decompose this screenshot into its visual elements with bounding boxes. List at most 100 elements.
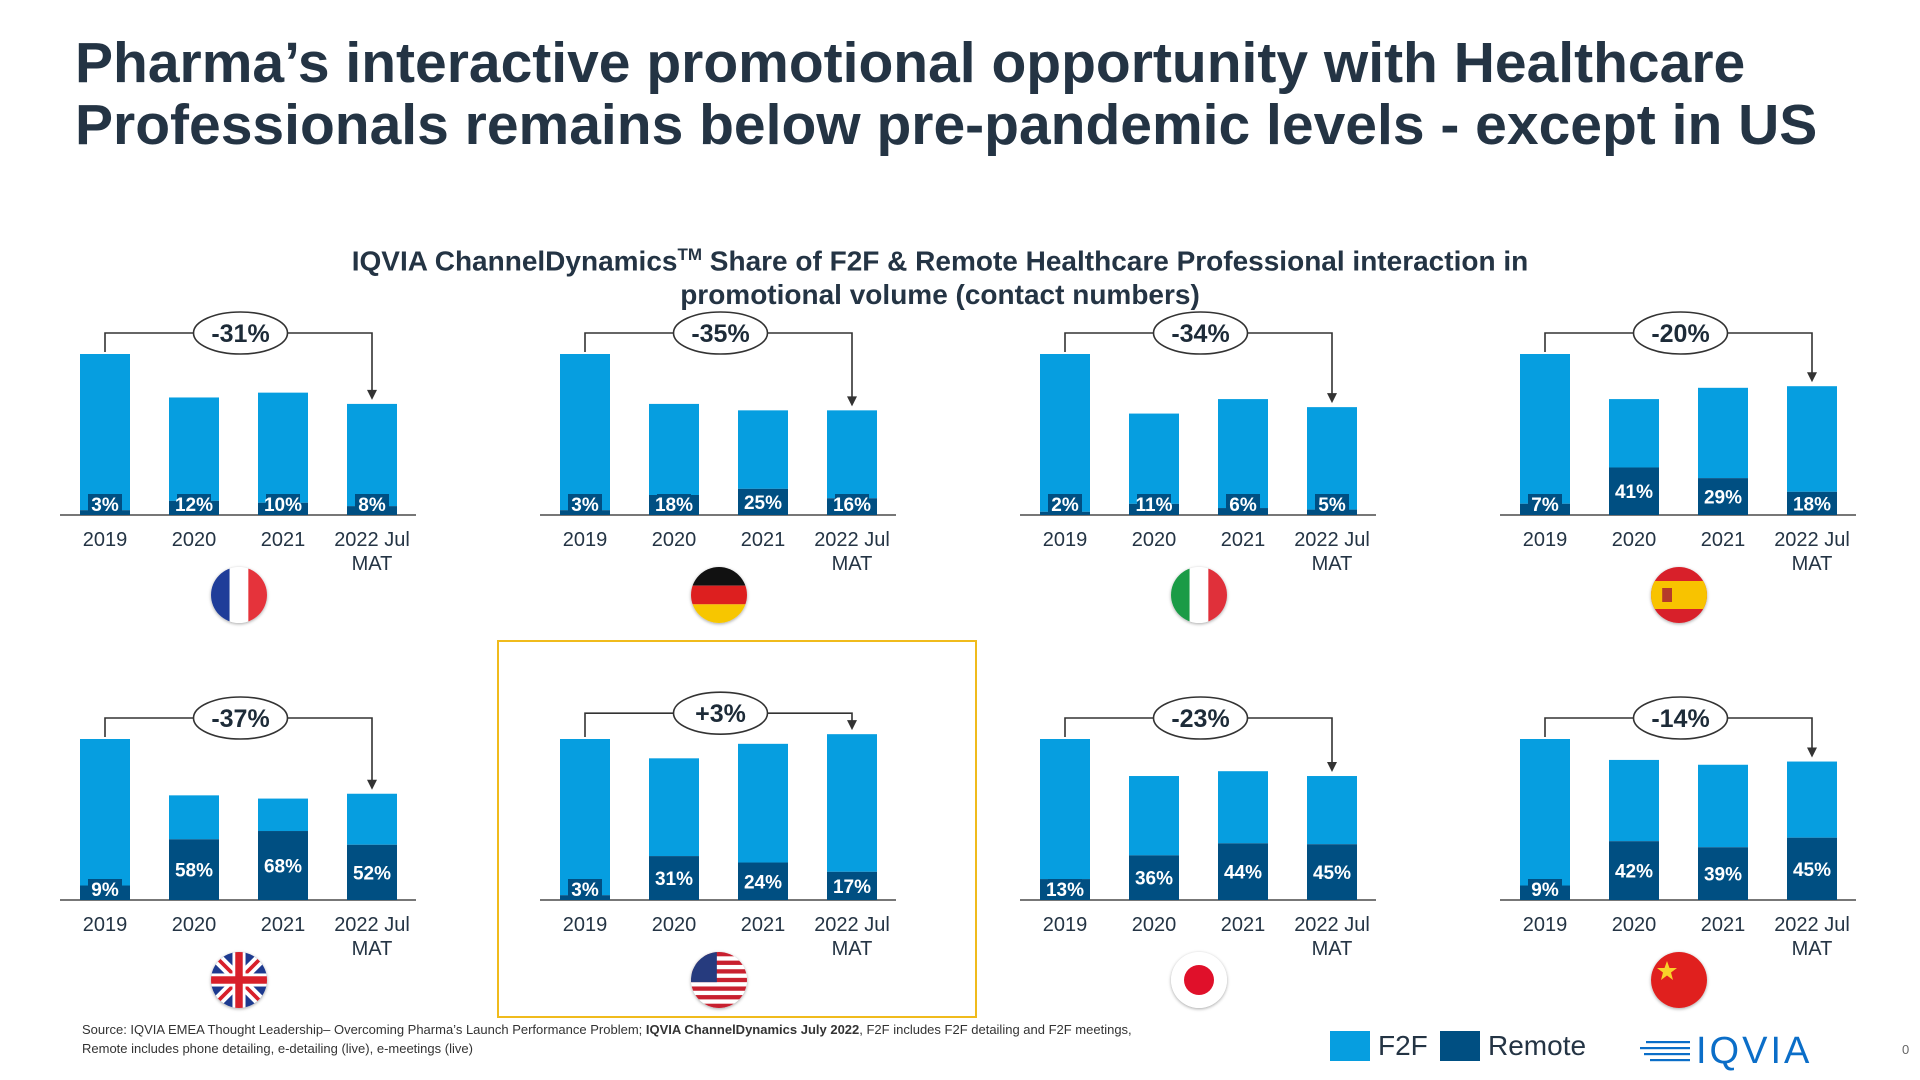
bar-remote xyxy=(169,839,219,900)
category-label: MAT xyxy=(352,938,393,960)
remote-share-label: 11% xyxy=(1136,495,1173,516)
remote-share-label: 29% xyxy=(1704,488,1742,509)
flag-spain-icon xyxy=(1651,567,1707,623)
legend-f2f: F2F xyxy=(1330,1030,1428,1062)
bar-f2f xyxy=(560,354,610,511)
change-badge xyxy=(1152,696,1249,740)
legend-remote: Remote xyxy=(1440,1030,1586,1062)
bar-f2f xyxy=(1698,764,1748,848)
bracket-arrow-icon xyxy=(1807,747,1817,758)
bar-remote xyxy=(738,862,788,900)
bracket-arrow-icon xyxy=(847,396,857,407)
bar-f2f xyxy=(80,739,130,886)
bar-f2f xyxy=(258,798,308,832)
subtitle-rest: Share of F2F & Remote Healthcare Profess… xyxy=(680,245,1529,311)
category-label: 2020 xyxy=(1132,914,1177,936)
remote-label-pad xyxy=(88,494,122,513)
change-badge xyxy=(1152,311,1249,355)
legend-remote-label: Remote xyxy=(1488,1030,1587,1061)
change-label: -23% xyxy=(1171,705,1229,733)
change-badge xyxy=(1632,696,1729,740)
remote-share-label: 68% xyxy=(264,857,302,878)
category-label: MAT xyxy=(832,938,873,960)
change-label: -20% xyxy=(1651,320,1709,348)
change-label: -37% xyxy=(211,705,269,733)
bar-f2f xyxy=(1520,354,1570,504)
bar-f2f xyxy=(1609,759,1659,842)
remote-label-pad xyxy=(657,494,691,513)
remote-share-label: 8% xyxy=(358,495,386,516)
bracket-arrow-icon xyxy=(1327,762,1337,773)
remote-share-label: 3% xyxy=(91,495,119,516)
category-label: 2022 Jul xyxy=(334,914,410,936)
category-label: MAT xyxy=(1312,553,1353,575)
remote-share-label: 42% xyxy=(1615,862,1653,883)
source-bold: IQVIA ChannelDynamics July 2022 xyxy=(645,1022,860,1037)
source-note: Source: IQVIA EMEA Thought Leadership– O… xyxy=(82,1020,1202,1058)
category-label: 2020 xyxy=(1612,529,1657,551)
bracket-arrow-icon xyxy=(1807,372,1817,383)
legend-f2f-label: F2F xyxy=(1378,1030,1428,1061)
category-label: 2019 xyxy=(1523,914,1568,936)
remote-share-label: 3% xyxy=(571,495,599,516)
bar-remote xyxy=(347,844,397,900)
category-label: 2022 Jul xyxy=(1294,914,1370,936)
category-label: 2019 xyxy=(1043,529,1088,551)
change-label: -31% xyxy=(211,320,269,348)
remote-label-pad xyxy=(266,494,300,513)
bar-remote xyxy=(1698,478,1748,515)
bar-f2f xyxy=(649,403,699,496)
category-label: MAT xyxy=(832,553,873,575)
bar-remote xyxy=(827,871,877,900)
category-label: 2020 xyxy=(1132,529,1177,551)
remote-share-label: 45% xyxy=(1793,860,1831,881)
bar-f2f xyxy=(1307,776,1357,845)
category-label: 2022 Jul xyxy=(334,529,410,551)
change-badge xyxy=(672,691,769,735)
remote-label-pad xyxy=(1226,494,1260,513)
remote-label-pad xyxy=(568,879,602,898)
category-label: 2020 xyxy=(172,529,217,551)
category-label: 2021 xyxy=(1701,914,1746,936)
bar-remote xyxy=(1609,467,1659,515)
bar-remote xyxy=(738,488,788,515)
remote-label-pad xyxy=(355,494,389,513)
bar-f2f xyxy=(1129,776,1179,856)
change-badge xyxy=(672,311,769,355)
category-label: 2019 xyxy=(1043,914,1088,936)
iqvia-logo: IQVIA xyxy=(1640,1030,1812,1073)
flag-usa-icon xyxy=(691,952,747,1008)
bar-remote xyxy=(1307,844,1357,900)
legend-remote-swatch xyxy=(1440,1031,1480,1061)
remote-share-label: 5% xyxy=(1318,495,1346,516)
flag-france-icon xyxy=(211,567,267,623)
category-label: 2020 xyxy=(652,529,697,551)
change-badge xyxy=(1632,311,1729,355)
category-label: 2019 xyxy=(563,914,608,936)
category-label: 2020 xyxy=(652,914,697,936)
category-label: 2021 xyxy=(1701,529,1746,551)
remote-share-label: 39% xyxy=(1704,865,1742,886)
logo-lines-icon xyxy=(1640,1040,1690,1061)
bracket-arrow-icon xyxy=(367,389,377,400)
remote-share-label: 36% xyxy=(1135,869,1173,890)
page-title: Pharma’s interactive promotional opportu… xyxy=(75,32,1855,156)
bar-remote xyxy=(1787,837,1837,900)
category-label: MAT xyxy=(1792,553,1833,575)
category-label: MAT xyxy=(1792,938,1833,960)
remote-share-label: 41% xyxy=(1615,482,1653,503)
remote-label-pad xyxy=(835,494,869,513)
remote-share-label: 16% xyxy=(833,495,871,516)
legend-f2f-swatch xyxy=(1330,1031,1370,1061)
remote-share-label: 10% xyxy=(264,495,302,516)
category-label: MAT xyxy=(352,553,393,575)
bracket-arrow-icon xyxy=(1327,393,1337,404)
category-label: 2021 xyxy=(741,529,786,551)
bracket-arrow-icon xyxy=(847,720,857,731)
subtitle-brand: IQVIA ChannelDynamics xyxy=(351,245,678,277)
us-highlight-box xyxy=(497,640,977,1018)
remote-share-label: 31% xyxy=(655,869,693,890)
bar-f2f xyxy=(738,410,788,489)
bar-f2f xyxy=(1609,399,1659,468)
